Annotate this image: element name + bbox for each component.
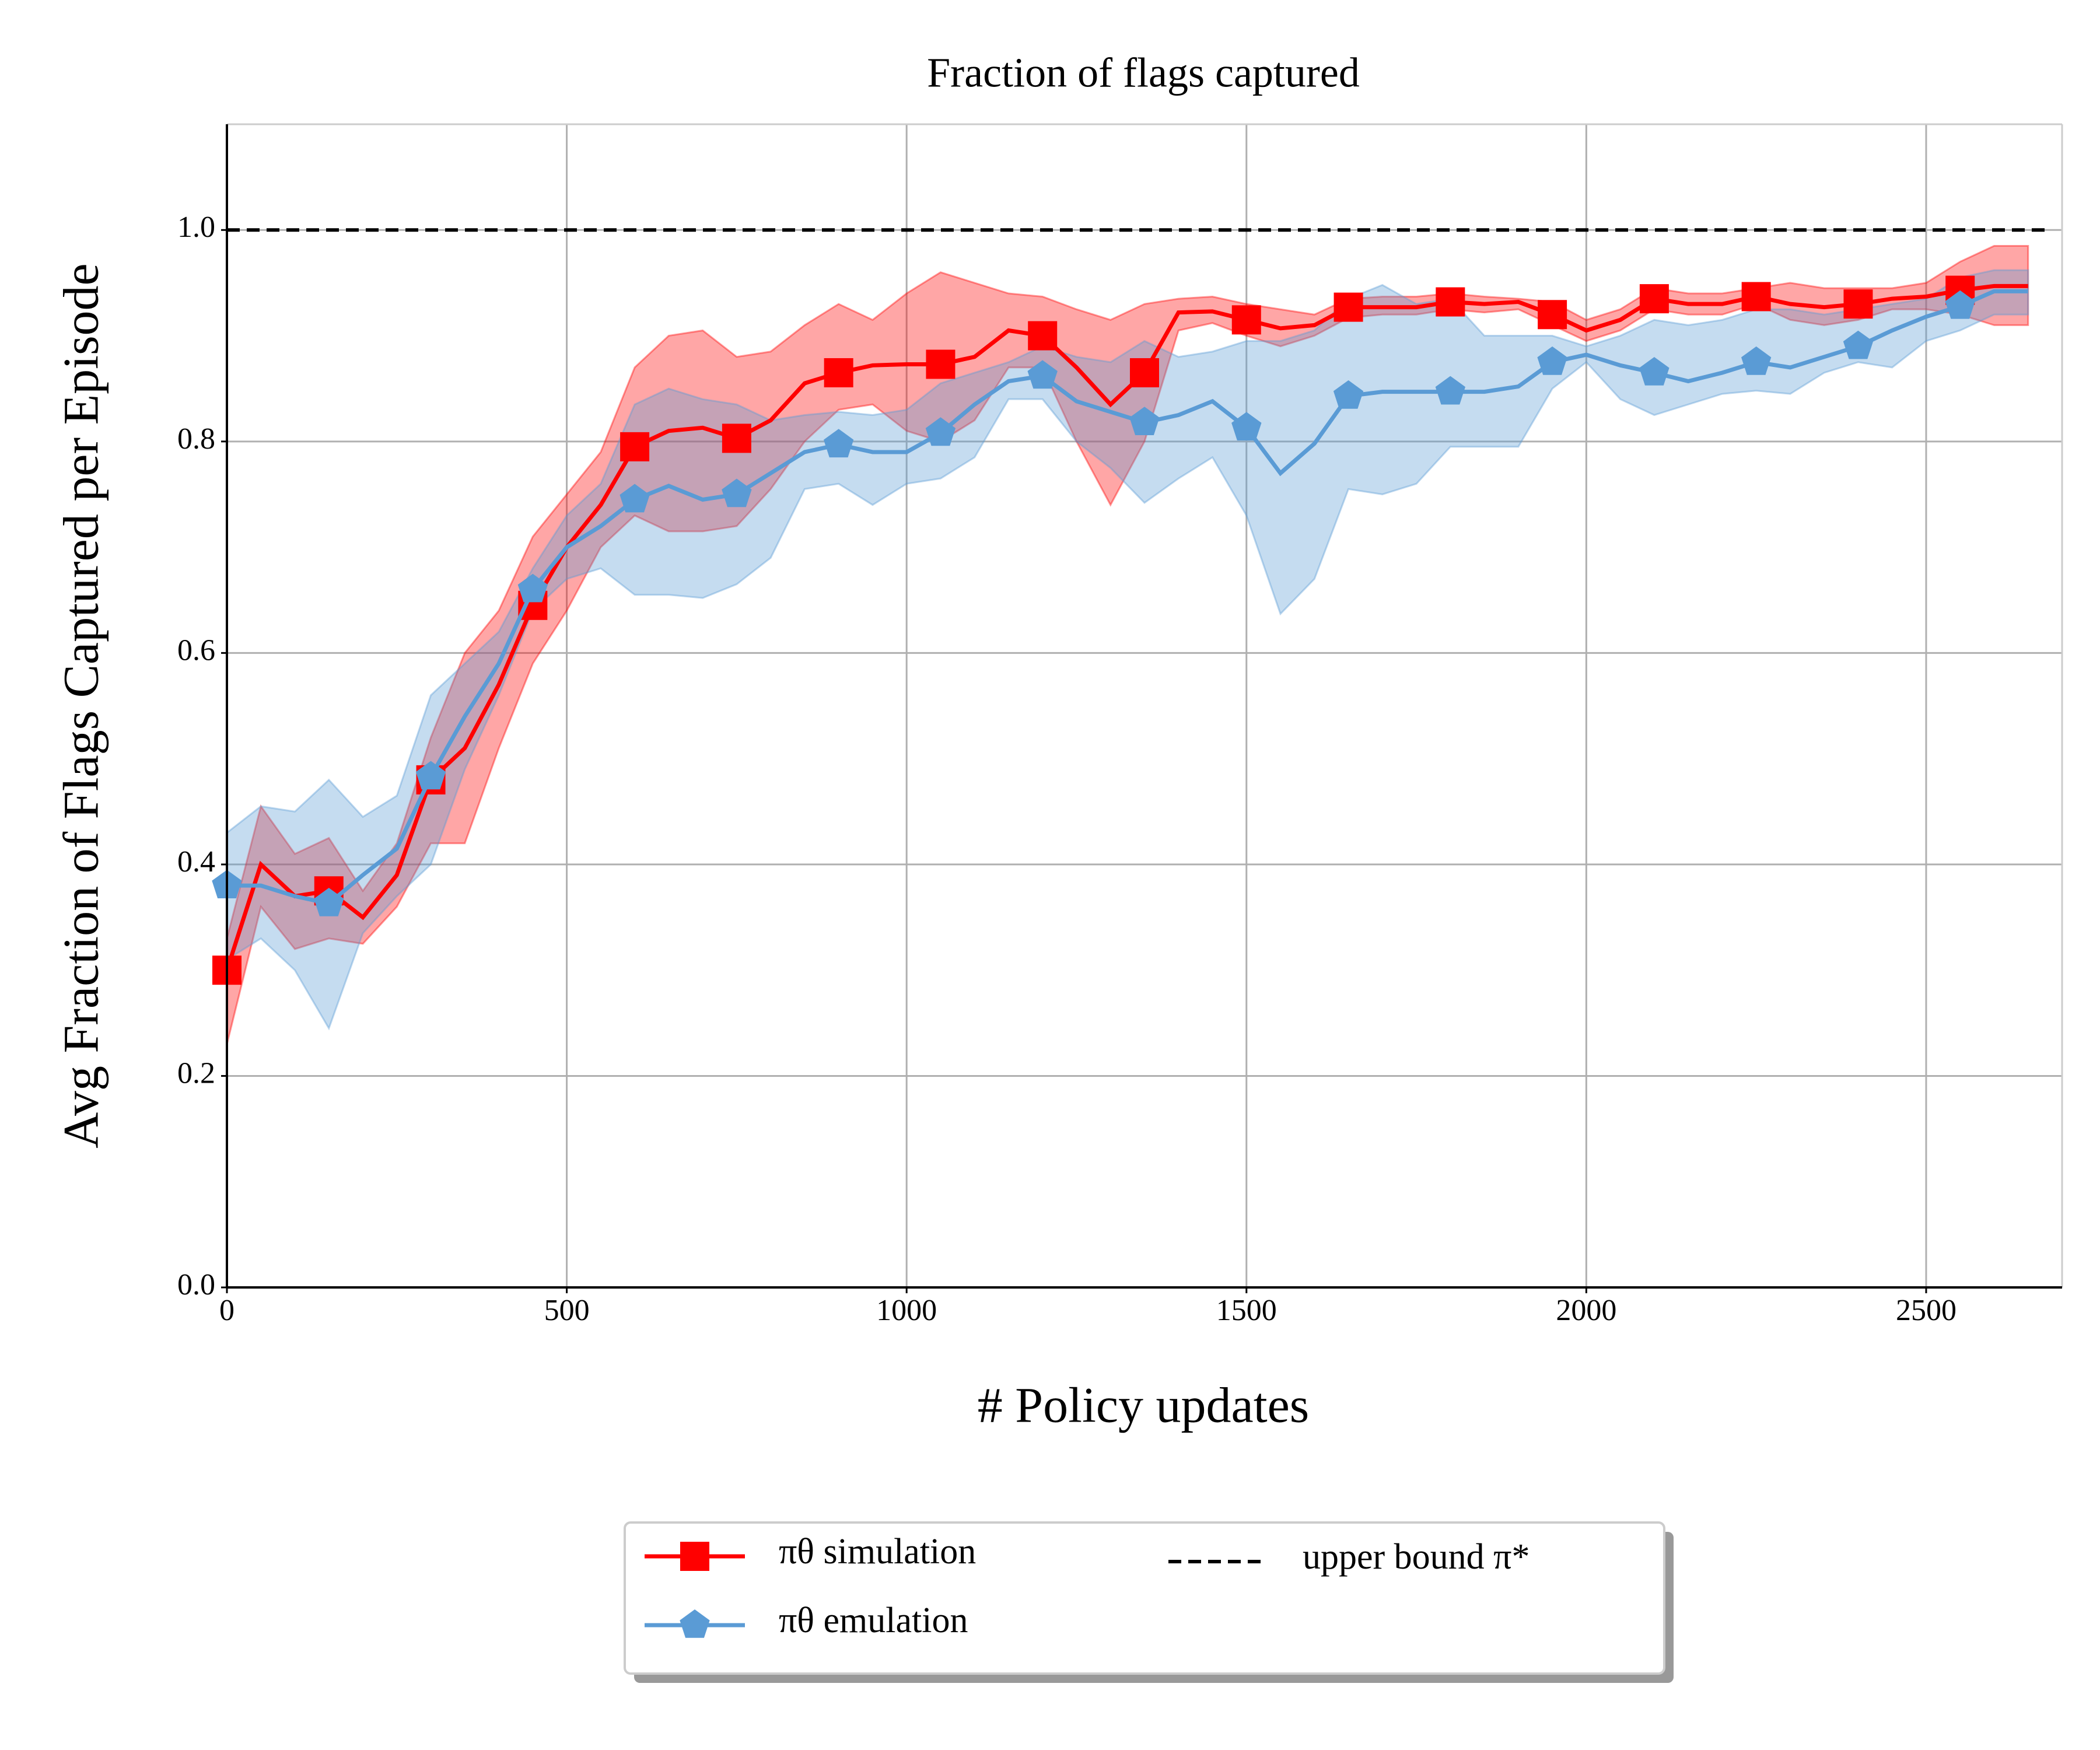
marker — [1436, 287, 1465, 317]
band — [226, 244, 2029, 1045]
y-tick-label: 1.0 — [177, 211, 215, 244]
marker — [1639, 357, 1670, 386]
y-tick-label: 0.4 — [177, 845, 215, 878]
marker — [1741, 282, 1771, 312]
x-tick-label: 0 — [219, 1294, 235, 1327]
legend: πθ simulation πθ emulation upper bound π* — [624, 1521, 1674, 1683]
marker — [926, 349, 956, 379]
marker — [620, 484, 650, 513]
legend-marker — [680, 1609, 710, 1638]
legend-box — [624, 1521, 1665, 1675]
marker — [1028, 321, 1058, 351]
marker — [722, 424, 751, 453]
marker — [1129, 407, 1160, 435]
x-tick-label: 2500 — [1896, 1294, 1957, 1327]
marker — [1130, 358, 1159, 387]
marker — [314, 888, 344, 916]
marker — [1231, 305, 1261, 335]
marker — [517, 573, 548, 603]
marker — [620, 432, 650, 461]
y-tick-label: 0.8 — [177, 422, 215, 456]
marker — [1027, 360, 1058, 389]
marker — [1639, 284, 1669, 314]
legend-marker — [680, 1542, 709, 1571]
band — [226, 269, 2029, 1031]
marker — [824, 358, 853, 387]
marker — [1333, 380, 1364, 409]
marker — [925, 417, 956, 446]
x-tick-label: 1000 — [876, 1294, 937, 1327]
x-tick-label: 500 — [544, 1294, 590, 1327]
marker — [722, 478, 752, 508]
y-tick-label: 0.2 — [177, 1056, 215, 1090]
marker — [415, 761, 446, 790]
marker — [1538, 300, 1567, 330]
marker — [1945, 290, 1975, 319]
y-axis-label: Avg Fraction of Flags Captured per Episo… — [53, 263, 109, 1148]
marker — [1435, 376, 1465, 405]
legend-label: πθ emulation — [779, 1601, 968, 1640]
y-tick-label: 0.6 — [177, 634, 215, 667]
x-axis-label: # Policy updates — [978, 1377, 1310, 1433]
y-tick-label: 0.0 — [177, 1268, 215, 1301]
marker — [1741, 346, 1772, 375]
x-tick-label: 1500 — [1216, 1294, 1277, 1327]
marker — [1334, 292, 1363, 322]
grid — [226, 124, 2062, 1289]
x-tick-label: 2000 — [1556, 1294, 1616, 1327]
marker — [1231, 412, 1262, 441]
marker — [824, 429, 854, 458]
legend-label: πθ simulation — [779, 1532, 976, 1572]
marker — [1843, 289, 1873, 319]
legend-label: upper bound π* — [1303, 1537, 1530, 1577]
marker — [1537, 346, 1567, 375]
marker — [1843, 330, 1874, 359]
chart-title: Fraction of flags captured — [927, 50, 1360, 96]
